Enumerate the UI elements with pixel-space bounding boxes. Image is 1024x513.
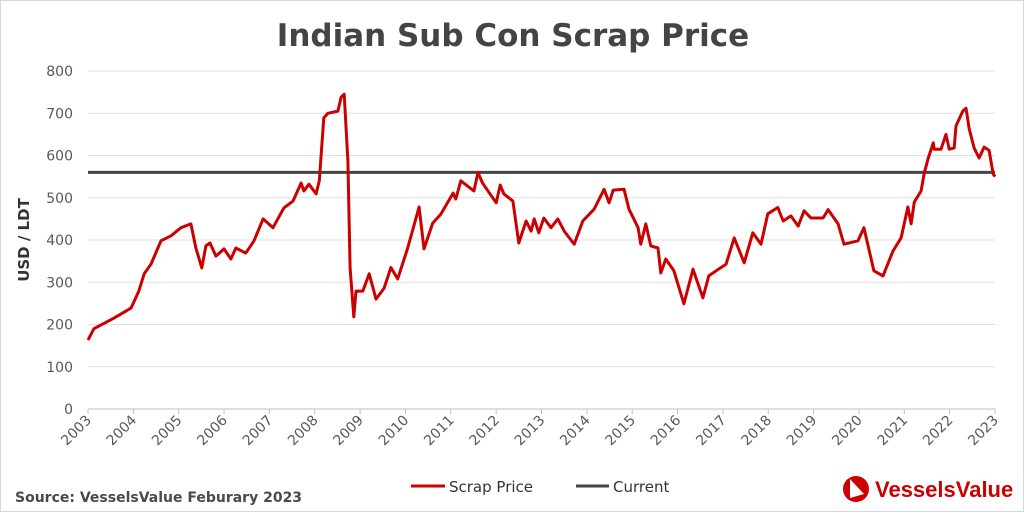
y-tick-label: 100 [46,360,73,376]
legend: Scrap Price Current [411,478,669,496]
x-tick-labels: 2003 2004 2005 2006 2007 2008 2009 2010 2011 2012… [58,409,1002,449]
gridlines [88,70,995,368]
scrap-price-line [86,92,997,341]
y-axis-label: USD / LDT [15,197,33,281]
x-tick-label: 2007 [240,413,277,450]
x-tick-label: 2004 [104,412,141,449]
y-tick-label: 800 [46,64,73,80]
y-tick-label: 300 [46,275,73,291]
x-tick-label: 2021 [875,413,912,450]
chart-title: Indian Sub Con Scrap Price [277,18,749,54]
x-tick-label: 2006 [194,412,231,449]
y-tick-labels: 0 100 200 300 400 500 600 700 800 [46,64,73,418]
x-tick-label: 2018 [739,413,776,450]
y-tick-label: 400 [46,233,73,249]
x-tick-label: 2008 [285,413,322,450]
x-tick-label: 2005 [149,413,186,450]
x-tick-label: 2019 [784,413,821,450]
x-tick-label: 2012 [466,413,503,450]
legend-label-current: Current [613,478,669,496]
x-tick-label: 2009 [330,413,367,450]
y-tick-label: 500 [46,191,73,207]
y-tick-label: 200 [46,318,73,334]
logo-text: VesselsValue [875,477,1013,502]
legend-label-scrap-price: Scrap Price [449,478,533,496]
vesselsvalue-logo: VesselsValue [843,476,1013,502]
x-tick-label: 2023 [965,413,1002,450]
x-tick-label: 2020 [829,413,866,450]
x-tick-label: 2011 [421,413,458,450]
y-tick-label: 0 [64,402,73,418]
x-tick-label: 2015 [603,413,640,450]
x-tick-label: 2016 [648,412,685,449]
y-tick-label: 700 [46,106,73,122]
x-tick-label: 2017 [693,413,730,450]
x-tick-label: 2013 [512,413,549,450]
x-tick-label: 2014 [557,412,594,449]
x-tick-label: 2022 [920,413,957,450]
source-note: Source: VesselsValue Feburary 2023 [15,490,302,506]
y-tick-label: 600 [46,149,73,165]
x-tick-label: 2010 [376,413,413,450]
